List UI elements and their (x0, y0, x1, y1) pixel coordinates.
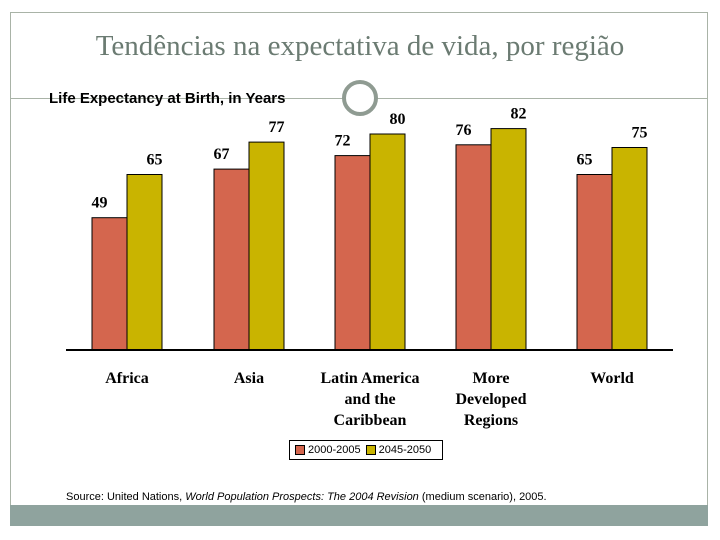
chart-title: Life Expectancy at Birth, in Years (49, 90, 286, 107)
slide-title: Tendências na expectativa de vida, por r… (95, 30, 625, 62)
source-prefix: Source: United Nations, (66, 491, 186, 503)
bar-2045-2050-1 (248, 141, 285, 351)
bar-2045-2050-0 (126, 174, 163, 351)
category-label: Latin America (320, 370, 419, 387)
data-label: 77 (269, 119, 285, 136)
category-label: Caribbean (334, 412, 407, 429)
data-label: 65 (147, 152, 163, 169)
legend-item-2045-2050: 2045-2050 (361, 444, 432, 456)
category-label: World (590, 370, 634, 387)
bar-2000-2005-3 (455, 144, 492, 351)
category-label: and the (344, 391, 395, 408)
data-label: 72 (335, 133, 351, 150)
bar-2045-2050-4 (611, 147, 648, 351)
source-note: Source: United Nations, World Population… (66, 491, 547, 503)
data-label: 75 (632, 125, 648, 142)
bar-2000-2005-0 (91, 217, 128, 351)
legend-label-2000-2005: 2000-2005 (308, 444, 361, 456)
category-label: Regions (464, 412, 518, 429)
bar-2000-2005-2 (334, 155, 371, 351)
source-suffix: (medium scenario), 2005. (418, 491, 547, 503)
source-title: World Population Prospects: The 2004 Rev… (185, 491, 419, 503)
data-label: 67 (214, 146, 230, 163)
chart-legend: 2000-2005 2045-2050 (289, 440, 443, 460)
bar-2045-2050-3 (490, 128, 527, 351)
data-label: 80 (390, 111, 406, 128)
data-label: 82 (511, 106, 527, 123)
bar-2000-2005-4 (576, 174, 613, 351)
bar-2045-2050-2 (369, 133, 406, 351)
category-label: Developed (455, 391, 526, 408)
legend-swatch-2000-2005 (295, 445, 305, 455)
data-label: 65 (577, 152, 593, 169)
circle-ornament-icon (342, 80, 378, 116)
legend-label-2045-2050: 2045-2050 (378, 444, 432, 456)
category-label: More (472, 370, 509, 387)
category-label: Africa (105, 370, 149, 387)
legend-item-2000-2005: 2000-2005 (290, 444, 361, 456)
data-label: 76 (456, 122, 472, 139)
footer-bar (10, 505, 708, 526)
bar-2000-2005-1 (213, 168, 250, 351)
legend-swatch-2045-2050 (365, 445, 376, 455)
data-label: 49 (92, 195, 108, 212)
category-label: Asia (234, 370, 264, 387)
